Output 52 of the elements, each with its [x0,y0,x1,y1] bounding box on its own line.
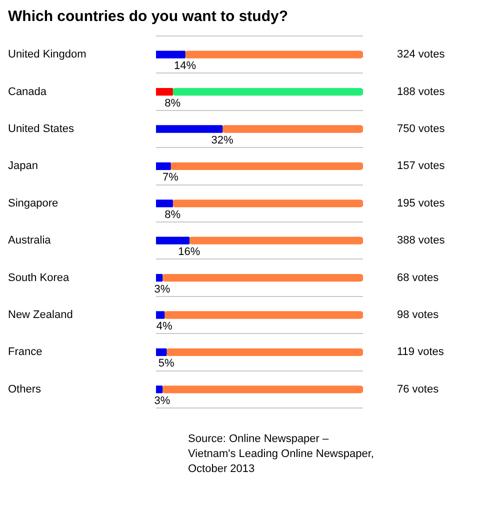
bar [162,274,363,282]
bar [172,88,363,96]
bar [156,200,173,208]
y-tick-label: United States [8,123,75,136]
bar [170,162,363,170]
y-tick-label: South Korea [8,272,70,284]
text: 119 votes [397,346,444,358]
text: 388 votes [397,234,446,247]
data-label: 5% [158,358,175,370]
bar [156,236,190,244]
data-label: 3% [154,394,170,407]
y-tick-label: New Zealand [8,309,73,322]
y-tick-label: Singapore [8,197,58,210]
y-tick-label: United Kingdom [8,48,86,61]
bar [172,200,363,208]
y-tick-label: Australia [8,234,52,247]
bar [166,348,363,356]
text: 157 votes [397,160,446,172]
text: 98 votes [397,309,440,322]
data-label: 8% [164,208,181,221]
bar [156,125,223,133]
data-label: 7% [162,172,179,184]
y-tick-label: France [8,346,42,358]
data-label: 14% [174,60,196,72]
bar [156,50,186,58]
text: 750 votes [397,123,446,136]
text: 195 votes [397,197,446,210]
source-note: Source: Online Newspaper – Vietnam's Leading Online Newspaper, October 2013 [188,432,375,477]
bar [162,386,363,394]
text: 68 votes [397,272,440,284]
bar [184,50,363,58]
bar [156,311,165,319]
data-label: 8% [164,97,181,110]
data-label: 16% [178,246,200,258]
bar [156,348,167,356]
bar [156,274,163,282]
bar [164,311,363,319]
text: 324 votes [397,48,446,61]
data-label: 3% [154,283,170,296]
text: 76 votes [397,383,440,396]
text: 188 votes [397,86,446,98]
y-tick-label: Canada [8,86,48,98]
chart-title: Which countries do you want to study? [8,8,288,26]
y-tick-label: Others [8,383,42,396]
bar [188,236,363,244]
data-label: 4% [156,320,172,333]
bar [156,162,171,170]
data-label: 32% [211,134,234,147]
y-tick-label: Japan [8,160,38,172]
bar [156,386,163,394]
bar [156,88,173,96]
bar [222,125,363,133]
